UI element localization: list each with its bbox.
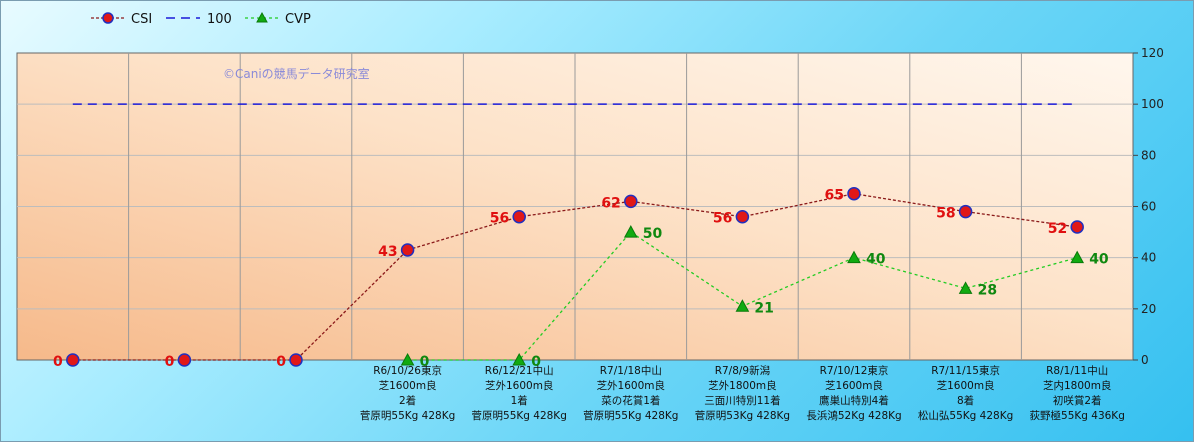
csi-point [847,186,861,201]
x-tick-label-line: 8着 [957,394,974,407]
x-tick-label-line: 芝1600m良 [379,379,437,392]
legend-label-cvp: CVP [285,12,311,27]
x-tick-label-line: 菅原明55Kg 428Kg [583,410,678,422]
x-tick-label-line: 菅原明53Kg 428Kg [695,410,790,422]
x-tick-label-line: 松山弘55Kg 428Kg [918,409,1013,422]
x-tick-label-line: 菅原明55Kg 428Kg [360,410,455,422]
x-tick-label-line: 芝1600m良 [825,379,883,392]
cvp-data-label: 0 [531,354,541,370]
csi-point [66,353,80,367]
x-tick-label-line: 長浜鴻52Kg 428Kg [806,409,901,422]
x-tick-label-line: 芝1600m良 [937,379,995,392]
cvp-data-label: 40 [866,252,886,268]
csi-point [1070,220,1084,234]
x-tick-label-line: 芝内1800m良 [1043,379,1111,392]
cvp-data-label: 50 [643,226,663,242]
x-tick-label-line: 鷹巣山特別4着 [819,394,889,407]
cvp-data-label: 0 [420,354,430,370]
x-tick-label-line: 1着 [511,394,528,407]
csi-point [289,353,303,367]
csi-point [177,353,192,367]
legend-label-csi: CSI [131,12,152,27]
watermark: ©Caniの競馬データ研究室 [223,66,370,81]
cvp-point [512,352,527,366]
csi-data-label: 43 [378,244,397,260]
x-tick-label-line: 芝外1600m良 [597,379,665,392]
y-tick-label: 60 [1141,200,1156,214]
y-tick-label: 0 [1141,353,1149,367]
x-tick-label-line: R7/8/9新潟 [715,364,770,377]
csi-point [400,243,415,257]
x-tick-label-line: R7/11/15東京 [931,364,1000,377]
legend-marker-cvp [256,11,268,23]
x-tick-label-line: 芝外1600m良 [485,379,553,392]
legend: CSI 100 CVP [91,11,311,27]
x-tick-label-line: 三面川特別11着 [704,394,780,407]
x-tick-label-line: R7/10/12東京 [820,364,889,377]
cvp-point [623,225,638,238]
csi-data-label: 65 [825,188,844,204]
csi-point [735,209,750,224]
y-tick-label: 120 [1141,46,1164,60]
csi-data-label: 56 [490,211,509,227]
cvp-point [1070,250,1085,264]
x-tick-label-line: 芝外1800m良 [708,379,776,392]
csi-point [958,204,973,219]
csi-point [512,209,526,224]
cvp-point [958,281,973,294]
x-tick-label-line: 初咲賞2着 [1053,394,1102,407]
cvp-data-label: 21 [754,300,773,316]
legend-label-100: 100 [207,12,232,27]
y-tick-label: 20 [1141,302,1156,316]
x-tick-label-line: R6/12/21中山 [485,364,554,377]
csi-data-label: 62 [601,195,620,211]
csi-data-label: 52 [1048,221,1067,237]
x-tick-label-line: 菜の花賞1着 [601,394,660,407]
y-tick-label: 80 [1141,148,1156,162]
y-tick-label: 100 [1141,97,1164,111]
csi-point [624,194,638,209]
csi-data-label: 58 [936,206,955,222]
x-tick-label-line: 2着 [399,394,416,407]
cvp-point [400,352,415,366]
cvp-data-label: 40 [1089,252,1109,268]
y-tick-label: 40 [1141,251,1156,265]
cvp-point [735,299,750,312]
cvp-point [847,250,861,264]
x-tick-label-line: 荻野極55Kg 436Kg [1030,409,1125,422]
x-tick-label-line: R7/1/18中山 [600,364,662,377]
csi-data-label: 0 [165,354,175,370]
csi-data-label: 0 [53,354,63,370]
csi-data-label: 56 [713,211,732,227]
x-tick-label-line: 菅原明55Kg 428Kg [472,410,567,422]
x-tick-label-line: R8/1/11中山 [1046,364,1108,377]
series-line-csi [72,193,1078,361]
csi-data-label: 0 [276,354,286,370]
legend-marker-csi [102,12,114,24]
cvp-data-label: 28 [978,282,997,298]
x-tick-label-line: R6/10/26東京 [373,364,442,377]
